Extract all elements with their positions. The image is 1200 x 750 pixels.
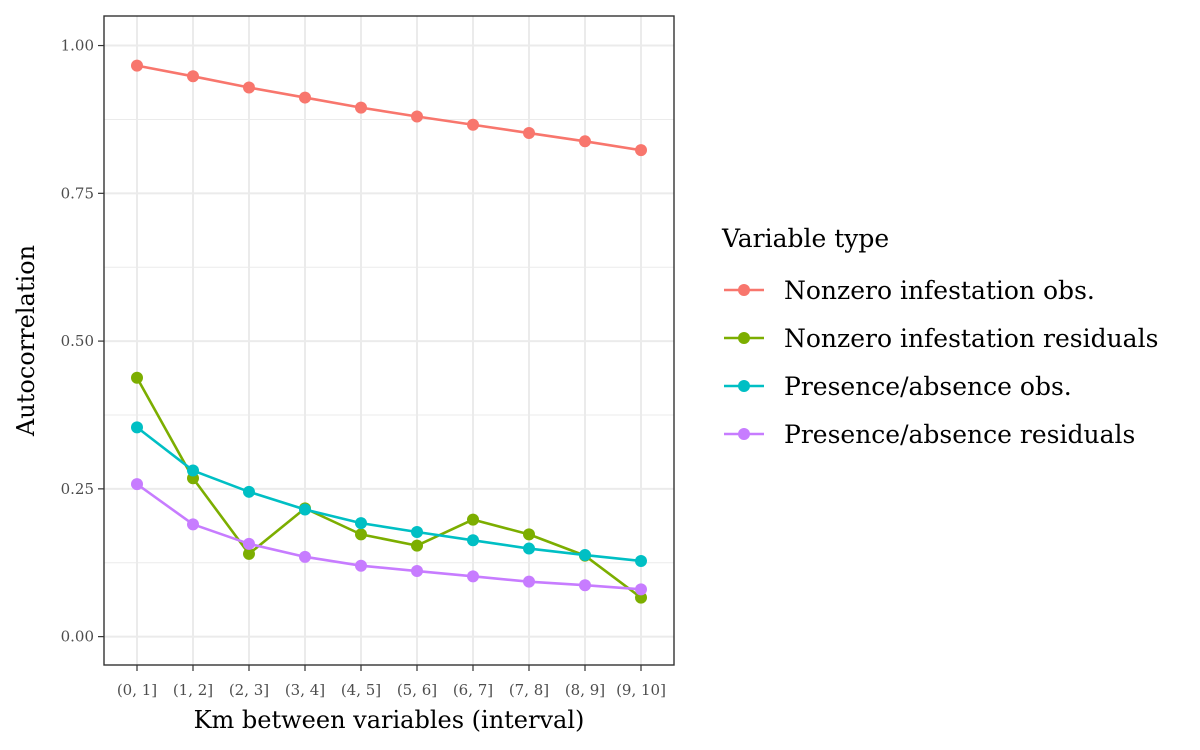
series-2 [131, 421, 647, 567]
y-tick-label: 0.50 [61, 332, 94, 350]
data-point [131, 371, 143, 384]
data-point [467, 118, 479, 131]
data-point [635, 144, 647, 157]
legend-title: Variable type [721, 224, 889, 253]
data-point [187, 464, 199, 477]
data-point [243, 485, 255, 498]
x-tick-label: (2, 3] [229, 681, 269, 699]
legend-key-point [738, 380, 750, 392]
x-tick-label: (6, 7] [453, 681, 493, 699]
data-point [579, 579, 591, 592]
data-point [187, 70, 199, 83]
data-point [131, 59, 143, 72]
x-tick-label: (0, 1] [117, 681, 157, 699]
legend-label: Presence/absence obs. [784, 372, 1072, 401]
data-point [523, 127, 535, 140]
data-point [411, 526, 423, 539]
legend-key [724, 284, 764, 296]
series-line [136, 426, 642, 563]
major-gridlines-y [104, 44, 674, 638]
x-axis: (0, 1] (1, 2] (2, 3] (3, 4] (4, 5] (5, 6] (6, … [117, 665, 666, 699]
legend-label: Nonzero infestation residuals [784, 324, 1158, 353]
data-point [355, 528, 367, 541]
x-tick-label: (5, 6] [397, 681, 437, 699]
data-point [411, 565, 423, 578]
legend-key [724, 380, 764, 392]
legend: Variable type Nonzero infestation obs. No… [721, 224, 1158, 449]
y-tick-label: 0.25 [61, 480, 94, 498]
data-point [187, 518, 199, 531]
legend-label: Nonzero infestation obs. [784, 276, 1095, 305]
data-point [299, 503, 311, 516]
minor-gridlines-y [104, 118, 674, 564]
x-axis-title: Km between variables (interval) [194, 706, 585, 734]
data-point [411, 110, 423, 123]
x-tick-label: (1, 2] [173, 681, 213, 699]
y-tick-label: 1.00 [61, 37, 94, 55]
data-point [355, 101, 367, 114]
data-point [355, 517, 367, 530]
series-line [135, 377, 642, 599]
legend-label: Presence/absence residuals [784, 420, 1135, 449]
data-point [131, 478, 143, 491]
x-tick-label: (4, 5] [341, 681, 381, 699]
data-point [467, 570, 479, 583]
x-tick-label: (9, 10] [616, 681, 666, 699]
y-axis-title: Autocorrelation [12, 245, 40, 437]
y-tick-label: 0.00 [61, 628, 94, 646]
data-point [523, 542, 535, 555]
data-point [635, 554, 647, 567]
x-tick-label: (7, 8] [509, 681, 549, 699]
data-point [467, 534, 479, 547]
legend-key-point [738, 284, 750, 296]
y-axis: 0.00 0.25 0.50 0.75 1.00 [61, 37, 104, 646]
legend-key-point [738, 428, 750, 440]
data-point [299, 550, 311, 563]
legend-key-point [738, 332, 750, 344]
data-point [635, 583, 647, 596]
data-point [243, 547, 255, 560]
data-point [411, 539, 423, 552]
series-line [136, 64, 642, 152]
x-tick-label: (8, 9] [565, 681, 605, 699]
y-tick-label: 0.75 [61, 184, 94, 202]
data-point [131, 421, 143, 434]
data-point [243, 537, 255, 550]
data-point [635, 591, 647, 604]
data-point [355, 559, 367, 572]
series-line [136, 483, 642, 591]
data-point [523, 575, 535, 588]
series-3 [131, 478, 647, 596]
data-point [299, 91, 311, 104]
series-0 [131, 59, 647, 157]
x-tick-label: (3, 4] [285, 681, 325, 699]
legend-key [724, 428, 764, 440]
data-point [467, 513, 479, 526]
legend-key [724, 332, 764, 344]
data-point [523, 528, 535, 541]
data-point [579, 135, 591, 148]
series-layer [131, 59, 647, 604]
data-point [579, 549, 591, 562]
data-point [243, 81, 255, 94]
